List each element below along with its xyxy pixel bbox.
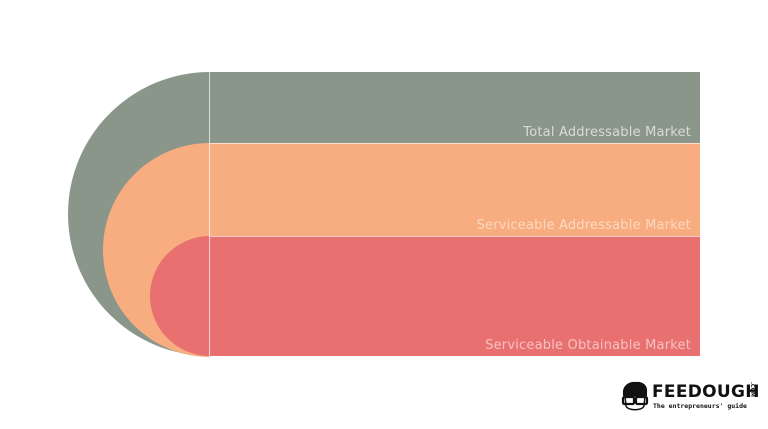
tam-band: Total Addressable Market (210, 72, 700, 143)
som-label: Serviceable Obtainable Market (485, 338, 691, 353)
tam-label: Total Addressable Market (523, 125, 691, 140)
band-divider-2 (210, 236, 700, 237)
logo-tagline: The entrepreneurs' guide (653, 402, 747, 410)
band-divider-1 (210, 143, 700, 144)
som-band: Serviceable Obtainable Market (210, 236, 700, 356)
semicircle-area (0, 0, 210, 429)
mascot-icon (621, 381, 649, 411)
logo-suffix: .COM (749, 382, 755, 397)
sam-label: Serviceable Addressable Market (476, 218, 691, 233)
feedough-logo: FEEDOUGH .COM The entrepreneurs' guide (620, 380, 760, 416)
vertical-divider (209, 72, 210, 356)
logo-name: FEEDOUGH (652, 382, 760, 402)
sam-band: Serviceable Addressable Market (210, 143, 700, 236)
